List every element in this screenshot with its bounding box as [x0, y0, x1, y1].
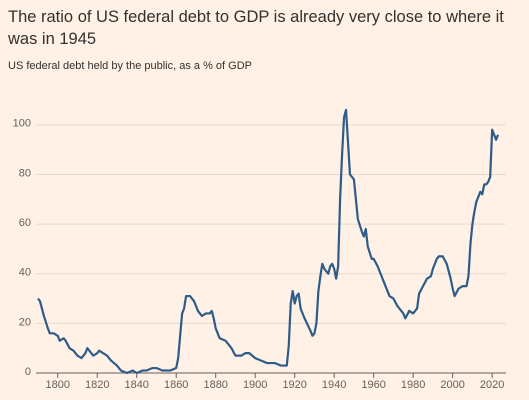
x-tick-label: 1960: [361, 379, 385, 391]
x-tick-label: 1820: [85, 379, 109, 391]
x-tick-label: 1840: [124, 379, 148, 391]
x-tick-label: 1880: [203, 379, 227, 391]
chart-title: The ratio of US federal debt to GDP is a…: [8, 8, 504, 48]
x-tick-label: 2000: [440, 379, 464, 391]
x-tick-label: 1860: [164, 379, 188, 391]
chart-subtitle: US federal debt held by the public, as a…: [8, 60, 252, 72]
y-tick-label: 0: [25, 366, 31, 378]
y-tick-label: 60: [19, 217, 31, 229]
y-tick-label: 20: [19, 316, 31, 328]
x-tick-label: 1900: [243, 379, 267, 391]
y-tick-label: 100: [13, 118, 31, 130]
x-tick-label: 1980: [401, 379, 425, 391]
x-tick-label: 2020: [480, 379, 504, 391]
y-tick-label: 40: [19, 267, 31, 279]
x-tick-label: 1920: [282, 379, 306, 391]
x-tick-label: 1800: [45, 379, 69, 391]
x-tick-label: 1940: [322, 379, 346, 391]
y-tick-label: 80: [19, 167, 31, 179]
line: [37, 108, 500, 375]
